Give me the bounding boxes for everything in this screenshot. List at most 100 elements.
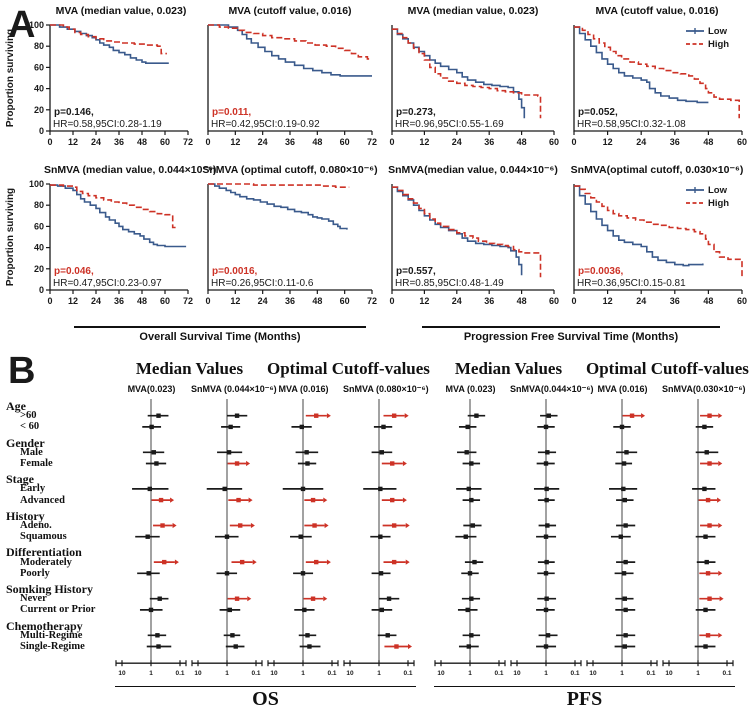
ci-arrow: [718, 522, 723, 529]
svg-text:36: 36: [114, 296, 124, 306]
forest-group-label: Differentiation: [6, 545, 82, 560]
hr-marker: [156, 413, 161, 418]
svg-text:0.1: 0.1: [722, 670, 731, 677]
forest-group-label: Stage: [6, 472, 34, 487]
hr-marker: [543, 424, 549, 430]
svg-text:100: 100: [29, 20, 44, 30]
svg-text:0.1: 0.1: [251, 670, 260, 677]
svg-text:10: 10: [513, 670, 521, 677]
hr-marker: [378, 571, 384, 576]
hr-marker: [707, 413, 712, 418]
hr-marker: [390, 461, 395, 466]
svg-text:80: 80: [34, 41, 44, 51]
high-group-curve: [392, 28, 542, 119]
ci-arrow: [250, 522, 255, 529]
ci-arrow: [718, 632, 723, 638]
km-plot-title: MVA (median value, 0.023): [407, 5, 539, 17]
forest-row-label: Advanced: [20, 494, 65, 506]
svg-text:10: 10: [665, 670, 673, 677]
ci-arrow: [718, 460, 723, 467]
forest-column-svg: 10 1 0.1: [510, 399, 582, 677]
km-plot-svg: 0 12 24 36 48 60 p=0.557,HR=0.85,95CI:0.48-1.4…: [389, 184, 559, 306]
forest-row-label: Early: [20, 483, 46, 495]
hr-marker: [162, 559, 167, 565]
svg-text:60: 60: [340, 296, 350, 306]
ci-arrow: [405, 522, 410, 529]
hr-marker: [391, 559, 397, 565]
hr-marker: [546, 413, 552, 418]
ci-arrow: [252, 559, 257, 565]
km-plot-svg: 0 12 24 36 48 60 p=0.0036,HR=0.36,95CI:0.15-0.…: [571, 184, 747, 306]
hr-marker: [158, 497, 164, 503]
hr-marker: [543, 461, 549, 466]
hr-marker: [618, 534, 623, 539]
hr-marker: [379, 607, 385, 613]
svg-text:48: 48: [703, 137, 713, 147]
ci-arrow: [323, 596, 328, 602]
low-group-curve: [574, 185, 704, 267]
svg-text:12: 12: [419, 137, 429, 147]
svg-text:24: 24: [258, 296, 268, 306]
km-plot-title: MVA (cutoff value, 0.016): [595, 5, 719, 17]
svg-text:48: 48: [703, 296, 713, 306]
forest-row-label: Multi-Regime: [20, 629, 83, 641]
forest-group-label: Somking History: [6, 582, 94, 596]
ci-arrow: [641, 413, 646, 419]
svg-text:60: 60: [549, 137, 559, 147]
forest-row-label: Female: [20, 458, 53, 469]
low-group-curve: [392, 28, 526, 119]
forest-row-label: Male: [20, 446, 43, 458]
svg-text:24: 24: [452, 296, 462, 306]
km-plot-svg: 0 12 24 36 48 60 72 100 80 60 40 20 0 Proportion surv…: [5, 179, 193, 306]
high-group-curve: [50, 24, 167, 55]
hr-marker: [705, 571, 711, 576]
km-plot-title: MVA (cutoff value, 0.016): [228, 5, 352, 17]
hr-marker: [629, 413, 635, 418]
hr-marker: [151, 450, 157, 455]
hr-marker: [707, 596, 712, 601]
p-value-text: p=0.0036,: [578, 266, 624, 277]
svg-text:40: 40: [34, 84, 44, 94]
hr-ci-text: HR=0.26,95CI:0.11-0.6: [211, 278, 314, 289]
svg-text:10: 10: [437, 670, 445, 677]
forest-group-header: Optimal Cutoff-values: [267, 359, 430, 378]
hr-marker: [469, 497, 474, 503]
ci-arrow: [402, 497, 407, 503]
forest-group-label: Chemotherapy: [6, 618, 83, 633]
os-time-axis-label: Overall Survival Time (Months): [74, 326, 366, 343]
hr-marker: [469, 596, 474, 601]
hr-marker: [304, 450, 309, 455]
hr-marker: [391, 413, 397, 418]
hr-marker: [621, 461, 627, 466]
svg-text:48: 48: [137, 137, 147, 147]
hr-marker: [378, 534, 383, 539]
hr-marker: [239, 559, 245, 565]
hr-marker: [705, 633, 711, 638]
svg-text:60: 60: [34, 62, 44, 72]
svg-text:24: 24: [91, 137, 101, 147]
forest-column-header: SnMVA(0.044×10⁻⁶): [510, 384, 594, 394]
forest-row-label: >60: [20, 410, 37, 422]
ci-arrow: [404, 413, 409, 419]
p-value-text: p=0.0016,: [212, 266, 258, 277]
hr-marker: [234, 413, 240, 418]
ci-arrow: [326, 413, 331, 419]
hr-marker: [310, 497, 316, 503]
hr-marker: [234, 461, 240, 466]
ci-arrow: [174, 559, 179, 565]
hr-ci-text: HR=0.36,95CI:0.15-0.81: [577, 278, 686, 289]
svg-text:60: 60: [340, 137, 350, 147]
forest-row-label: Never: [20, 593, 47, 605]
forest-row-label: Current or Prior: [20, 604, 96, 616]
svg-text:0: 0: [389, 137, 394, 147]
hr-marker: [147, 486, 152, 492]
svg-text:60: 60: [737, 137, 747, 147]
hr-marker: [624, 450, 629, 455]
hr-marker: [469, 461, 474, 466]
hr-marker: [465, 424, 470, 430]
km-plot-cell: MVA (cutoff value, 0.016) 0 12 24 36 48 60 72 p=…: [198, 4, 382, 163]
hr-marker: [307, 644, 312, 649]
km-plot-title: SnMVA(median value, 0.044×10⁻⁶): [388, 164, 558, 176]
ci-arrow: [248, 497, 253, 503]
